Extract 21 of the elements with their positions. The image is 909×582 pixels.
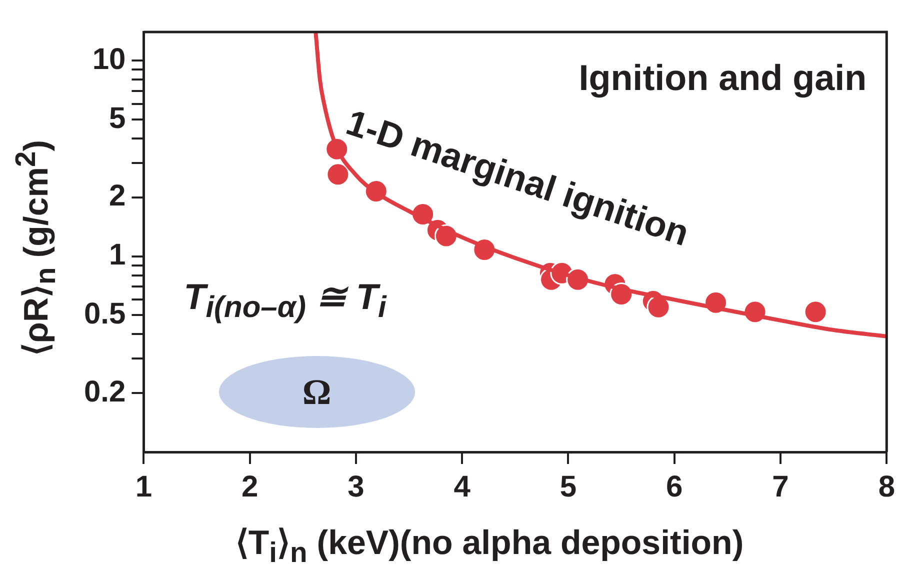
x-axis-title: ⟨T$_{i}$⟩$_{n}$ (keV)(no alpha deposition) bbox=[234, 523, 745, 570]
y-tick-label: 5 bbox=[109, 102, 126, 135]
x-tick-label: 5 bbox=[560, 470, 577, 504]
x-tick-label: 1 bbox=[135, 470, 152, 504]
y-tick-label: 0.5 bbox=[84, 297, 126, 330]
x-tick-label: 3 bbox=[348, 470, 364, 504]
annotation: T$_{i(no–α)}$ ≅ T$_{i}$ bbox=[184, 276, 386, 325]
point bbox=[326, 162, 350, 186]
x-tick-label: 6 bbox=[666, 470, 683, 504]
x-tick-label: 2 bbox=[241, 470, 258, 504]
x-tick-label: 4 bbox=[454, 470, 471, 504]
x-tick-label: 7 bbox=[772, 470, 789, 504]
annotation: Ω bbox=[302, 371, 332, 414]
y-tick-label: 1 bbox=[109, 238, 126, 272]
y-tick-label: 2 bbox=[109, 180, 126, 213]
line-series bbox=[314, 32, 887, 338]
annotation: Ignition and gain bbox=[578, 57, 867, 99]
x-tick-label: 8 bbox=[878, 470, 895, 504]
y-tick-label: 0.2 bbox=[84, 375, 126, 408]
point bbox=[804, 300, 828, 324]
y-tick-label: 10 bbox=[92, 42, 126, 76]
